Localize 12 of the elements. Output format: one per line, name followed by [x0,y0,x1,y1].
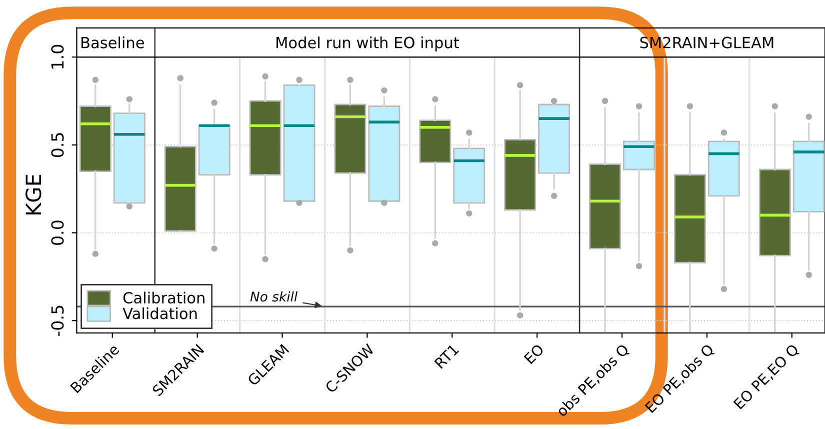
text: Baseline [82,36,144,48]
x-tick-label: EO [524,343,544,364]
y-tick-label: 0.0 [51,220,64,245]
text: Model run with EO input [276,36,460,52]
y-tick-label: -0.5 [51,306,64,336]
y-tick-label: 0.5 [51,133,64,158]
y-tick-label: 1.0 [51,44,64,68]
ref-line-label: No skill [250,291,298,302]
legend-label: Validation [122,307,197,320]
y-axis-title: KGE [26,174,42,214]
legend-label: Calibration [123,292,204,304]
x-tick-label: RT1 [434,344,460,369]
